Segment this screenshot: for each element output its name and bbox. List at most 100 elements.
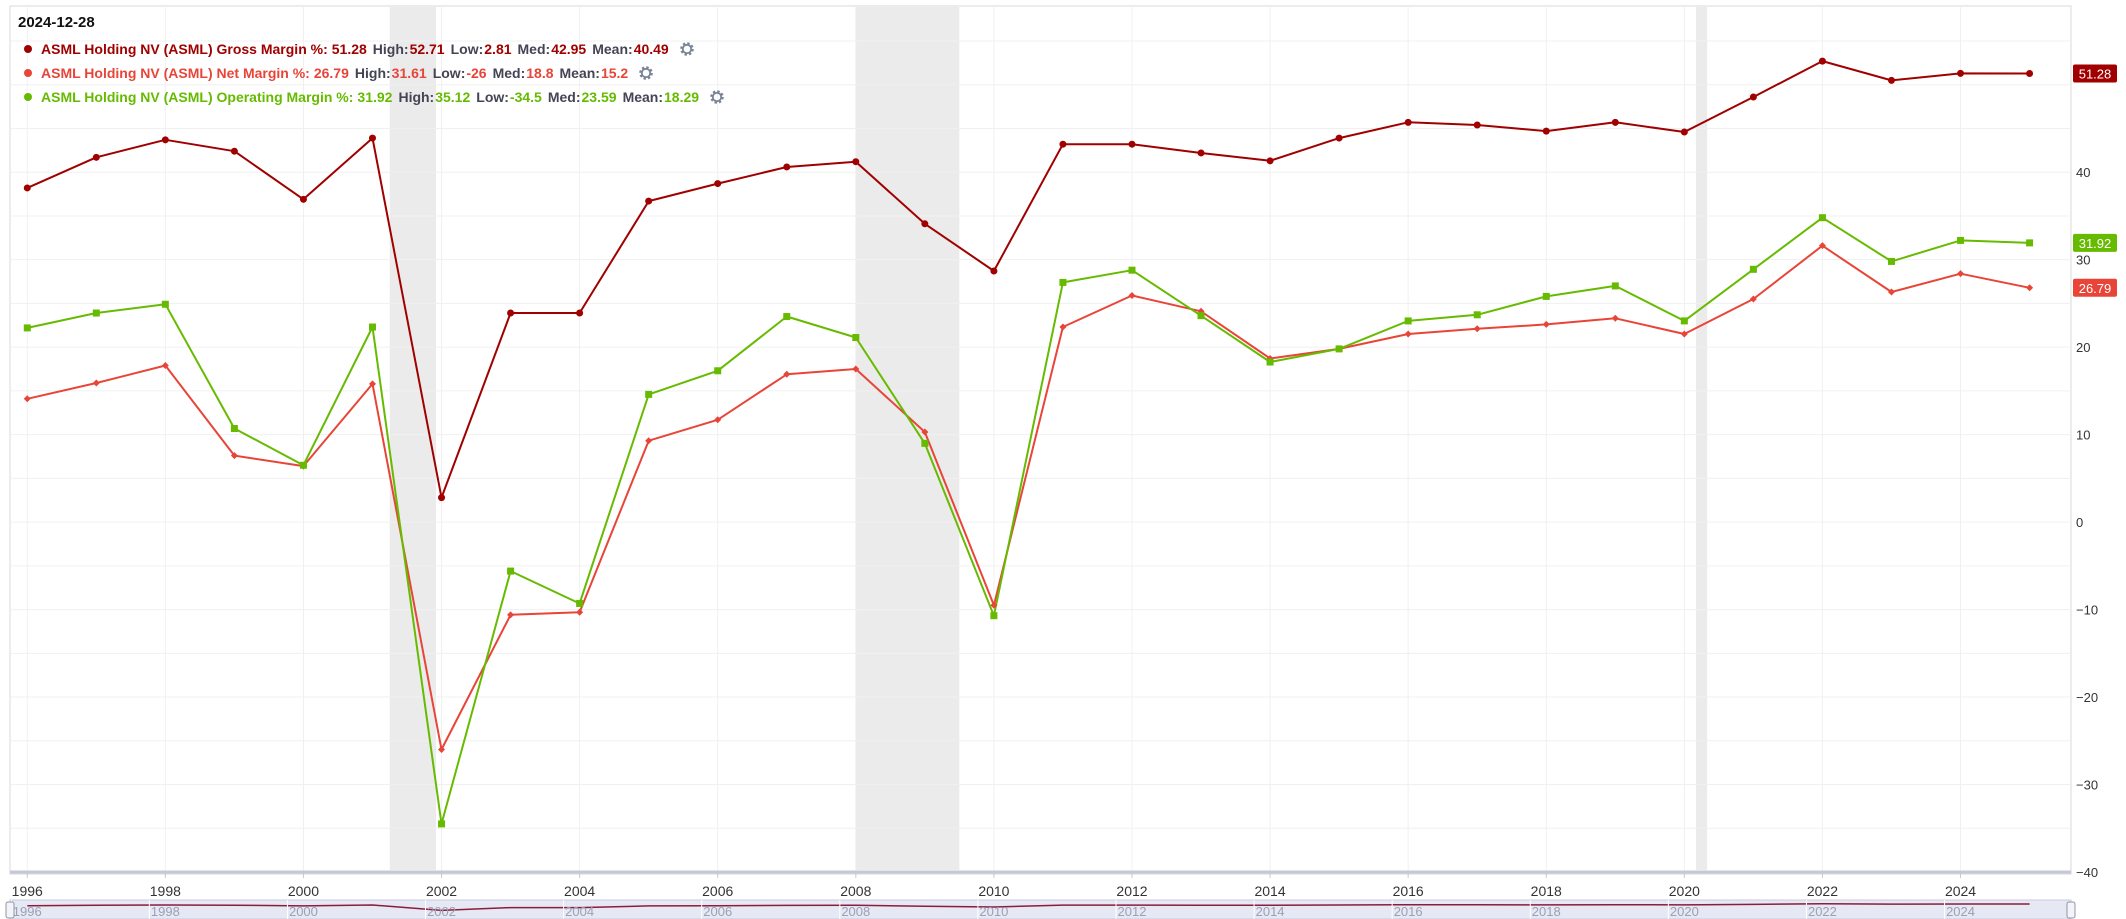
navigator-tick-label: 2008 <box>841 904 870 919</box>
series-line <box>26 60 2030 499</box>
last-value-tag <box>2073 233 2117 252</box>
x-tick-label: 2020 <box>1669 883 1700 899</box>
legend-low-value: -26 <box>466 65 487 81</box>
data-point <box>645 437 653 445</box>
legend-value: 31.92 <box>357 89 393 105</box>
data-point <box>1266 358 1274 366</box>
y-tick-label: 40 <box>2076 165 2090 180</box>
x-tick-label: 2008 <box>840 883 871 899</box>
navigator-tick-label: 2000 <box>289 904 318 919</box>
legend-value: 51.28 <box>331 41 367 57</box>
legend-mean-value: 40.49 <box>633 41 669 57</box>
navigator-right-handle[interactable] <box>2066 901 2076 919</box>
data-point <box>1197 149 1205 157</box>
x-tick-label: 2024 <box>1945 883 1976 899</box>
data-point <box>2026 70 2034 78</box>
x-tick-label: 2016 <box>1393 883 1424 899</box>
navigator-left-handle[interactable] <box>5 901 15 919</box>
legend-item-net-margin[interactable]: ASML Holding NV (ASML) Net Margin %: 26.… <box>18 61 725 85</box>
data-point <box>783 313 791 321</box>
data-point <box>2026 284 2034 292</box>
range-navigator[interactable] <box>9 899 2072 919</box>
legend-high-value: 52.71 <box>409 41 445 57</box>
navigator-tick-label: 2014 <box>1256 904 1285 919</box>
y-tick-label: −40 <box>2076 865 2098 880</box>
data-point <box>1128 140 1136 148</box>
data-point <box>230 147 238 155</box>
data-point <box>1266 157 1274 165</box>
data-point <box>921 220 929 228</box>
legend-high-value: 31.61 <box>391 65 427 81</box>
navigator-tick-label: 2004 <box>565 904 594 919</box>
legend-low-label: Low: <box>450 41 484 57</box>
x-tick-label: 2022 <box>1807 883 1838 899</box>
data-point <box>1957 270 1965 278</box>
data-point <box>507 309 515 317</box>
legend-label: ASML Holding NV (ASML) Gross Margin %: <box>41 41 328 57</box>
data-point <box>92 309 100 317</box>
legend-low-label: Low: <box>476 89 509 105</box>
x-tick-label: 2010 <box>978 883 1009 899</box>
data-point <box>161 136 169 144</box>
data-point <box>1404 330 1412 338</box>
data-point <box>1887 76 1895 84</box>
data-point <box>2026 239 2034 247</box>
gear-icon[interactable] <box>679 41 695 57</box>
y-tick-label: 10 <box>2076 428 2090 443</box>
x-tick-label: 2014 <box>1254 883 1285 899</box>
navigator-tick-label: 2012 <box>1118 904 1147 919</box>
data-point <box>1611 282 1619 290</box>
data-point <box>1818 214 1826 222</box>
y-tick-label: −20 <box>2076 690 2098 705</box>
data-point <box>714 180 722 188</box>
data-point <box>1128 292 1136 300</box>
last-value-label: 31.92 <box>2079 236 2112 251</box>
legend-item-operating-margin[interactable]: ASML Holding NV (ASML) Operating Margin … <box>18 85 725 109</box>
data-point <box>1680 128 1688 136</box>
data-point <box>230 425 238 433</box>
legend-value: 26.79 <box>313 65 349 81</box>
data-point <box>1542 320 1550 328</box>
gear-icon[interactable] <box>709 89 725 105</box>
legend-high-value: 35.12 <box>435 89 471 105</box>
data-point <box>1059 140 1067 148</box>
legend-med-label: Med: <box>492 65 526 81</box>
legend-med-label: Med: <box>517 41 551 57</box>
last-value-tag <box>2073 64 2117 83</box>
navigator-tick-label: 2002 <box>427 904 456 919</box>
chart-frame <box>9 5 2072 875</box>
y-tick-label: 20 <box>2076 340 2090 355</box>
data-point <box>161 300 169 308</box>
data-point <box>1611 118 1619 126</box>
legend-med-value: 18.8 <box>526 65 554 81</box>
data-point <box>1059 323 1067 331</box>
series-line <box>27 216 2030 825</box>
legend-med-label: Med: <box>547 89 581 105</box>
shaded-range <box>1696 7 1708 870</box>
data-point <box>368 323 376 331</box>
data-point <box>1957 69 1965 77</box>
data-point <box>990 612 998 620</box>
legend-med-value: 42.95 <box>551 41 587 57</box>
x-tick-label: 2000 <box>288 883 319 899</box>
data-point <box>1887 288 1895 296</box>
legend-mean-label: Mean: <box>622 89 664 105</box>
gear-icon[interactable] <box>638 65 654 81</box>
navigator-tick-label: 2020 <box>1670 904 1699 919</box>
data-point <box>1749 265 1757 273</box>
legend-low-value: 2.81 <box>484 41 512 57</box>
data-point <box>161 362 169 370</box>
series-line <box>27 244 2030 751</box>
x-tick-label: 2002 <box>426 883 457 899</box>
data-point <box>852 334 860 342</box>
legend-label: ASML Holding NV (ASML) Operating Margin … <box>41 89 354 105</box>
data-point <box>576 599 584 607</box>
data-point <box>92 379 100 387</box>
legend-item-gross-margin[interactable]: ASML Holding NV (ASML) Gross Margin %: 5… <box>18 37 725 61</box>
y-tick-label: −30 <box>2076 778 2098 793</box>
legend-med-value: 23.59 <box>581 89 617 105</box>
data-point <box>645 390 653 398</box>
data-point <box>1473 121 1481 129</box>
data-point <box>1059 278 1067 286</box>
legend: 2024-12-28 ASML Holding NV (ASML) Gross … <box>18 14 725 109</box>
